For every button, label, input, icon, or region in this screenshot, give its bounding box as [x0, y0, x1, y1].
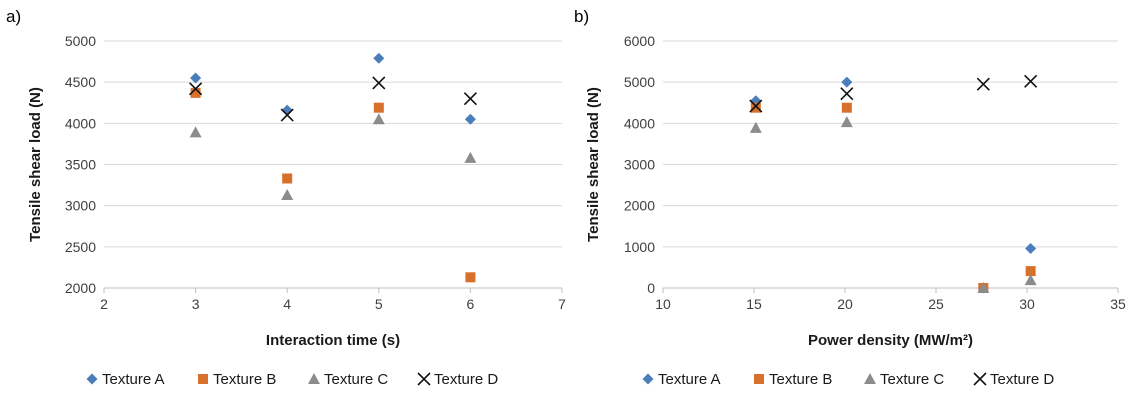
- data-point-texture-b: [282, 173, 293, 184]
- data-point-texture-d: [976, 77, 990, 91]
- data-point-texture-b: [841, 102, 852, 113]
- x-tick-label: 20: [837, 296, 853, 312]
- y-tick-label: 2500: [65, 239, 96, 255]
- data-point-texture-c: [372, 113, 385, 125]
- data-point-texture-d: [749, 99, 763, 113]
- legend-label: Texture C: [324, 371, 388, 388]
- chart-panel-a: a) 2000 2500 3000 3500 4000 4500 5000 2 3 4 5 6 7 Inte…: [6, 7, 566, 388]
- data-point-texture-a: [841, 76, 853, 88]
- legend-label: Texture B: [213, 371, 276, 388]
- y-axis-title: Tensile shear load (N): [27, 87, 44, 242]
- panel-label: a): [6, 7, 21, 26]
- x-tick-label: 3: [192, 296, 200, 312]
- y-tick-label: 4500: [65, 74, 96, 90]
- legend-label: Texture D: [434, 371, 498, 388]
- legend-marker: [86, 373, 98, 385]
- data-point-texture-c: [189, 126, 202, 138]
- y-tick-label: 3000: [65, 198, 96, 214]
- legend-marker: [642, 373, 654, 385]
- x-tick-label: 4: [283, 296, 291, 312]
- x-tick-label: 10: [655, 296, 671, 312]
- legend-label: Texture B: [769, 371, 832, 388]
- x-axis-title: Interaction time (s): [266, 332, 400, 349]
- panel-label: b): [574, 7, 589, 26]
- data-point-texture-c: [1024, 274, 1037, 286]
- data-point-texture-c: [840, 116, 853, 128]
- x-tick-label: 7: [558, 296, 566, 312]
- y-tick-label: 5000: [65, 33, 96, 49]
- data-point-texture-d: [463, 92, 477, 106]
- x-axis-title: Power density (MW/m²): [808, 332, 973, 349]
- data-point-texture-c: [281, 188, 294, 200]
- legend-label: Texture A: [102, 371, 165, 388]
- legend-label: Texture D: [990, 371, 1054, 388]
- legend-marker: [973, 372, 987, 386]
- y-tick-label: 4000: [624, 115, 655, 131]
- y-tick-label: 5000: [624, 74, 655, 90]
- legend-marker: [417, 372, 431, 386]
- data-point-texture-b: [190, 87, 201, 98]
- y-axis-title: Tensile shear load (N): [585, 87, 602, 242]
- x-tick-label: 15: [746, 296, 762, 312]
- legend-marker: [308, 373, 320, 384]
- y-tick-label: 2000: [65, 280, 96, 296]
- y-tick-label: 3000: [624, 157, 655, 173]
- data-point-texture-b: [1025, 266, 1036, 277]
- y-tick-label: 4000: [65, 115, 96, 131]
- data-point-texture-c: [749, 121, 762, 133]
- x-tick-label: 25: [928, 296, 944, 312]
- x-tick-label: 6: [467, 296, 475, 312]
- data-point-texture-a: [464, 113, 476, 125]
- y-tick-label: 3500: [65, 157, 96, 173]
- data-point-texture-d: [189, 82, 203, 96]
- data-point-texture-a: [1025, 242, 1037, 254]
- x-tick-label: 2: [100, 296, 108, 312]
- data-point-texture-c: [464, 151, 477, 163]
- legend-label: Texture C: [880, 371, 944, 388]
- data-point-texture-d: [840, 87, 854, 101]
- data-point-texture-d: [372, 76, 386, 90]
- y-tick-label: 1000: [624, 239, 655, 255]
- y-tick-label: 0: [647, 280, 655, 296]
- legend-marker: [754, 374, 764, 384]
- legend-marker: [864, 373, 876, 384]
- data-point-texture-a: [373, 52, 385, 64]
- y-tick-label: 2000: [624, 198, 655, 214]
- x-tick-label: 35: [1110, 296, 1126, 312]
- legend-label: Texture A: [658, 371, 721, 388]
- data-point-texture-d: [1024, 74, 1038, 88]
- chart-panel-b: b) 0 1000 2000 3000 4000 5000 6000 10 15 20 25 30 35 P…: [574, 7, 1126, 388]
- x-tick-label: 5: [375, 296, 383, 312]
- legend-marker: [198, 374, 208, 384]
- x-tick-label: 30: [1019, 296, 1035, 312]
- data-point-texture-b: [465, 272, 476, 283]
- data-point-texture-b: [750, 102, 761, 113]
- data-point-texture-d: [280, 108, 294, 122]
- y-tick-label: 6000: [624, 33, 655, 49]
- data-point-texture-c: [977, 282, 990, 293]
- data-point-texture-b: [373, 102, 384, 113]
- data-point-texture-a: [190, 72, 202, 84]
